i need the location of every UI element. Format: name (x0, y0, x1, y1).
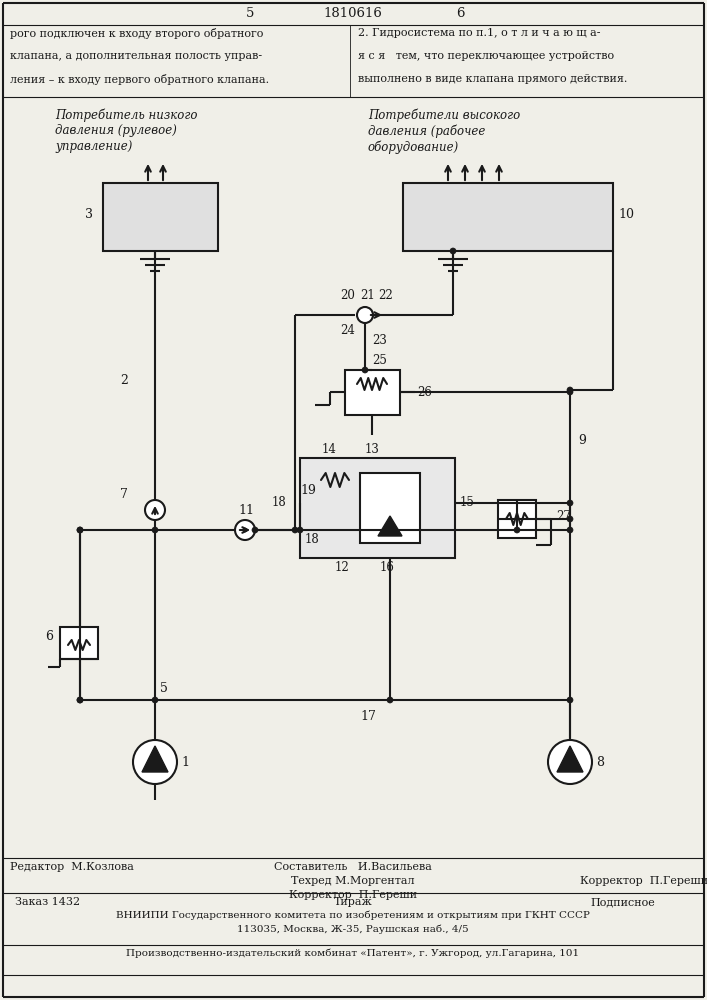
Text: 5: 5 (246, 7, 255, 20)
Text: 17: 17 (360, 710, 376, 723)
Circle shape (450, 248, 456, 254)
Text: 7: 7 (120, 488, 128, 502)
Circle shape (133, 740, 177, 784)
Bar (498, 500, 536, 538)
Text: Заказ 1432: Заказ 1432 (15, 897, 80, 907)
Text: выполнено в виде клапана прямого действия.: выполнено в виде клапана прямого действи… (358, 74, 627, 84)
Bar (360, 473, 420, 543)
Text: 16: 16 (380, 561, 395, 574)
Text: 12: 12 (335, 561, 350, 574)
Text: 27: 27 (556, 510, 571, 523)
Text: Составитель   И.Васильева: Составитель И.Васильева (274, 862, 432, 872)
Circle shape (77, 697, 83, 703)
Circle shape (77, 527, 83, 533)
Text: 10: 10 (618, 209, 634, 222)
Circle shape (387, 697, 393, 703)
Text: 21: 21 (360, 289, 375, 302)
Bar (60, 627, 98, 659)
Circle shape (567, 387, 573, 393)
Text: давления (рулевое): давления (рулевое) (55, 124, 177, 137)
Text: 9: 9 (578, 434, 586, 446)
Text: 1: 1 (181, 756, 189, 768)
Circle shape (77, 527, 83, 533)
Text: 15: 15 (460, 496, 475, 510)
Text: ления – к входу первого обратного клапана.: ления – к входу первого обратного клапан… (10, 74, 269, 85)
Text: Тираж: Тираж (334, 897, 373, 907)
Text: 3: 3 (85, 209, 93, 222)
Circle shape (567, 389, 573, 395)
Text: 113035, Москва, Ж-35, Раушская наб., 4/5: 113035, Москва, Ж-35, Раушская наб., 4/5 (237, 925, 469, 934)
Text: 20: 20 (340, 289, 355, 302)
Circle shape (152, 527, 158, 533)
Text: 25: 25 (372, 354, 387, 366)
Text: 18: 18 (305, 533, 320, 546)
Bar (403, 183, 613, 251)
Text: Подписное: Подписное (590, 897, 655, 907)
Text: 2. Гидросистема по п.1, о т л и ч а ю щ а-: 2. Гидросистема по п.1, о т л и ч а ю щ … (358, 28, 600, 38)
Bar (345, 370, 400, 415)
Circle shape (567, 697, 573, 703)
Text: 24: 24 (340, 324, 355, 336)
Text: рого подключен к входу второго обратного: рого подключен к входу второго обратного (10, 28, 264, 39)
Circle shape (252, 527, 258, 533)
Text: Потребитель низкого: Потребитель низкого (55, 108, 197, 121)
Text: 26: 26 (417, 385, 432, 398)
Text: Корректор  П.Гереши: Корректор П.Гереши (580, 876, 707, 886)
Text: 6: 6 (456, 7, 464, 20)
Bar (300, 458, 455, 558)
Text: 23: 23 (372, 334, 387, 347)
Circle shape (514, 527, 520, 533)
Circle shape (77, 697, 83, 703)
Bar (103, 183, 218, 251)
Circle shape (357, 307, 373, 323)
Circle shape (567, 527, 573, 533)
Circle shape (567, 516, 573, 522)
Circle shape (145, 500, 165, 520)
Polygon shape (378, 516, 402, 536)
Text: Техред М.Моргентал: Техред М.Моргентал (291, 876, 415, 886)
Text: 6: 6 (45, 630, 53, 643)
Text: Потребители высокого: Потребители высокого (368, 108, 520, 121)
Text: 14: 14 (322, 443, 337, 456)
Text: 13: 13 (365, 443, 380, 456)
Text: 19: 19 (300, 484, 316, 496)
Text: оборудование): оборудование) (368, 140, 460, 153)
Circle shape (362, 367, 368, 373)
Text: ВНИИПИ Государственного комитета по изобретениям и открытиям при ГКНТ СССР: ВНИИПИ Государственного комитета по изоб… (116, 911, 590, 920)
Text: Редактор  М.Козлова: Редактор М.Козлова (10, 862, 134, 872)
Circle shape (243, 528, 247, 532)
Text: давления (рабочее: давления (рабочее (368, 124, 486, 137)
Polygon shape (142, 746, 168, 772)
Text: клапана, а дополнительная полость управ-: клапана, а дополнительная полость управ- (10, 51, 262, 61)
Text: 18: 18 (272, 496, 287, 510)
Text: я с я   тем, что переключающее устройство: я с я тем, что переключающее устройство (358, 51, 614, 61)
Circle shape (297, 527, 303, 533)
Text: 5: 5 (160, 682, 168, 695)
Circle shape (152, 697, 158, 703)
Polygon shape (557, 746, 583, 772)
Text: 8: 8 (596, 756, 604, 768)
Text: управление): управление) (55, 140, 132, 153)
Circle shape (292, 527, 298, 533)
Text: 11: 11 (238, 504, 254, 517)
Text: 1810616: 1810616 (324, 7, 382, 20)
Circle shape (548, 740, 592, 784)
Text: 22: 22 (378, 289, 393, 302)
Text: Производственно-издательский комбинат «Патент», г. Ужгород, ул.Гагарина, 101: Производственно-издательский комбинат «П… (127, 949, 580, 958)
Circle shape (235, 520, 255, 540)
Text: Корректор  П.Гереши: Корректор П.Гереши (289, 890, 417, 900)
Text: 2: 2 (120, 373, 128, 386)
Circle shape (567, 500, 573, 506)
